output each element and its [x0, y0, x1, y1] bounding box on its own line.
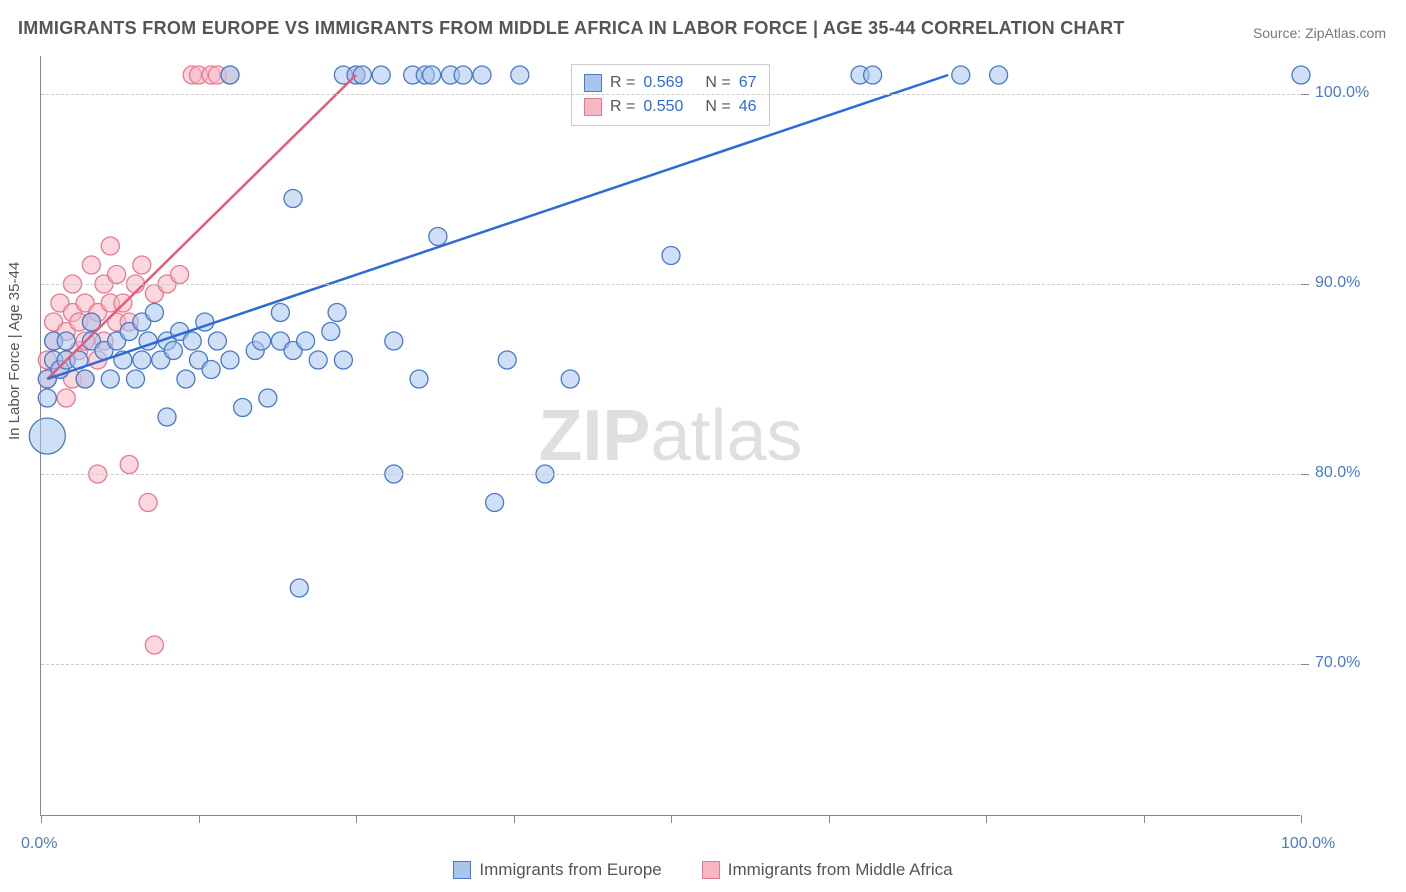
- legend-r-label: R =: [610, 74, 635, 92]
- data-point: [1292, 66, 1310, 84]
- data-point: [498, 351, 516, 369]
- data-point: [208, 332, 226, 350]
- legend-label: Immigrants from Middle Africa: [728, 860, 953, 880]
- x-tick-label: 100.0%: [1281, 835, 1335, 853]
- x-tick: [514, 815, 515, 823]
- plot-area: ZIPatlas R = 0.569N = 67R = 0.550N = 46 …: [40, 56, 1300, 816]
- x-tick: [671, 815, 672, 823]
- series-legend: Immigrants from Europe Immigrants from Mi…: [0, 860, 1406, 880]
- x-tick: [356, 815, 357, 823]
- data-point: [952, 66, 970, 84]
- data-point: [561, 370, 579, 388]
- data-point: [429, 228, 447, 246]
- data-point: [120, 456, 138, 474]
- data-point: [38, 389, 56, 407]
- data-point: [164, 342, 182, 360]
- legend-swatch: [584, 98, 602, 116]
- gridline-h: [41, 474, 1300, 475]
- data-point: [423, 66, 441, 84]
- data-point: [284, 190, 302, 208]
- gridline-h: [41, 284, 1300, 285]
- x-tick: [829, 815, 830, 823]
- legend-n-label: N =: [705, 74, 730, 92]
- data-point: [290, 579, 308, 597]
- chart-svg: [41, 56, 1300, 815]
- data-point: [133, 351, 151, 369]
- data-point: [990, 66, 1008, 84]
- data-point: [864, 66, 882, 84]
- data-point: [158, 408, 176, 426]
- legend-swatch: [453, 861, 471, 879]
- legend-r-label: R =: [610, 98, 635, 116]
- source-attribution: Source: ZipAtlas.com: [1253, 25, 1386, 41]
- data-point: [454, 66, 472, 84]
- legend-r-value: 0.550: [643, 98, 683, 116]
- data-point: [309, 351, 327, 369]
- data-point: [101, 237, 119, 255]
- data-point: [334, 351, 352, 369]
- data-point: [221, 66, 239, 84]
- legend-swatch: [584, 74, 602, 92]
- data-point: [57, 332, 75, 350]
- data-point: [183, 332, 201, 350]
- data-point: [108, 266, 126, 284]
- data-point: [297, 332, 315, 350]
- legend-n-label: N =: [705, 98, 730, 116]
- data-point: [139, 494, 157, 512]
- data-point: [372, 66, 390, 84]
- data-point: [101, 370, 119, 388]
- chart-title: IMMIGRANTS FROM EUROPE VS IMMIGRANTS FRO…: [18, 18, 1125, 39]
- x-tick: [986, 815, 987, 823]
- data-point: [177, 370, 195, 388]
- data-point: [171, 266, 189, 284]
- data-point: [234, 399, 252, 417]
- legend-n-value: 67: [739, 74, 757, 92]
- data-point: [511, 66, 529, 84]
- data-point: [253, 332, 271, 350]
- data-point: [76, 370, 94, 388]
- x-tick: [1144, 815, 1145, 823]
- legend-row: R = 0.550 N = 46: [584, 95, 757, 119]
- data-point: [328, 304, 346, 322]
- data-point: [662, 247, 680, 265]
- data-point: [57, 389, 75, 407]
- data-point: [29, 418, 65, 454]
- data-point: [486, 494, 504, 512]
- legend-n-value: 46: [739, 98, 757, 116]
- x-tick: [41, 815, 42, 823]
- data-point: [127, 370, 145, 388]
- y-axis-label: In Labor Force | Age 35-44: [6, 262, 23, 440]
- legend-r-value: 0.569: [643, 74, 683, 92]
- legend-item: Immigrants from Middle Africa: [702, 860, 953, 880]
- x-tick-label: 0.0%: [21, 835, 57, 853]
- legend-row: R = 0.569 N = 67: [584, 71, 757, 95]
- gridline-h: [41, 664, 1300, 665]
- correlation-legend: R = 0.569 N = 67 R = 0.550 N = 46: [571, 64, 770, 126]
- regression-line: [47, 75, 948, 379]
- data-point: [259, 389, 277, 407]
- data-point: [202, 361, 220, 379]
- data-point: [473, 66, 491, 84]
- legend-item: Immigrants from Europe: [453, 860, 661, 880]
- gridline-h: [41, 94, 1300, 95]
- legend-label: Immigrants from Europe: [479, 860, 661, 880]
- data-point: [82, 256, 100, 274]
- data-point: [410, 370, 428, 388]
- data-point: [133, 256, 151, 274]
- data-point: [145, 304, 163, 322]
- legend-swatch: [702, 861, 720, 879]
- data-point: [145, 636, 163, 654]
- data-point: [271, 304, 289, 322]
- x-tick: [199, 815, 200, 823]
- data-point: [322, 323, 340, 341]
- data-point: [221, 351, 239, 369]
- x-tick: [1301, 815, 1302, 823]
- data-point: [385, 332, 403, 350]
